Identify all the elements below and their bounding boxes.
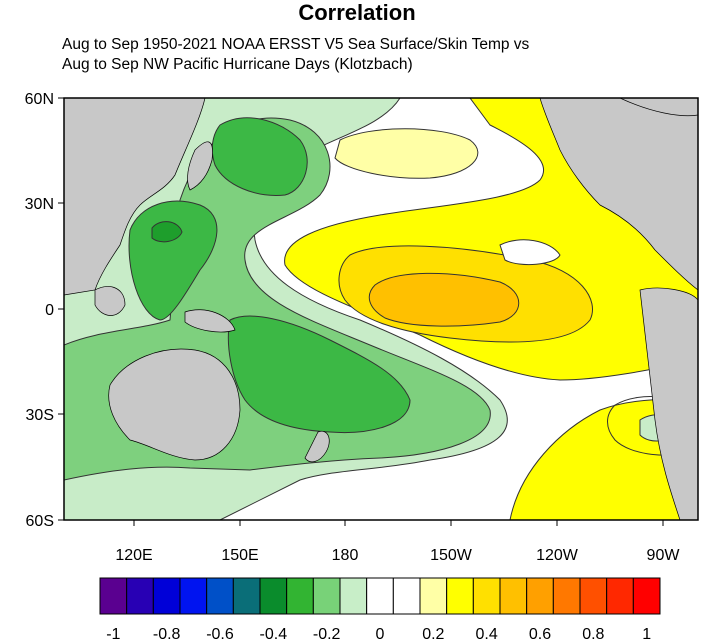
colorbar-tick-label: 0.2	[422, 626, 444, 642]
colorbar-swatch	[259, 577, 288, 615]
map-field	[64, 98, 698, 520]
region-strong-negative-core	[151, 221, 183, 243]
lat-label-60s: 60S	[26, 513, 54, 530]
colorbar-swatch	[392, 577, 421, 615]
colorbar-swatch	[126, 577, 154, 615]
region-positive-3	[368, 272, 520, 327]
land-asia	[64, 98, 206, 296]
colorbar-swatch	[472, 577, 501, 615]
lon-label-150w: 150W	[430, 547, 473, 564]
lon-label-150e: 150E	[221, 547, 258, 564]
colorbar-tick-label: -0.2	[313, 626, 341, 642]
latitude-axis: 60N 30N 0 30S 60S	[25, 91, 64, 530]
colorbar-tick-label: 1	[642, 626, 651, 642]
colorbar-tick-label: 0.8	[582, 626, 604, 642]
colorbar-swatch	[552, 577, 581, 615]
colorbar-swatch	[312, 577, 341, 615]
chart-title: Correlation	[298, 0, 416, 25]
colorbar-swatch	[446, 577, 474, 615]
region-negative-2-north	[211, 117, 308, 196]
colorbar-swatch	[339, 577, 368, 615]
colorbar-labels: -1 -0.8 -0.6 -0.4 -0.2 0 0.2 0.4 0.6 0.8 1	[106, 626, 651, 642]
longitude-axis: 120E 150E 180 150W 120W 90W	[115, 520, 680, 564]
subtitle-line-1: Aug to Sep 1950-2021 NOAA ERSST V5 Sea S…	[62, 36, 530, 53]
land	[64, 98, 698, 520]
lon-label-120w: 120W	[536, 547, 579, 564]
region-weak-positive-north	[334, 128, 479, 179]
colorbar-tick-label: -0.4	[260, 626, 288, 642]
land-north-america	[539, 98, 698, 291]
colorbar-swatch	[499, 577, 528, 615]
lon-label-180: 180	[332, 547, 359, 564]
colorbar-tick-label: 0.6	[529, 626, 551, 642]
land-borneo	[94, 286, 126, 316]
lon-label-90w: 90W	[647, 547, 681, 564]
lon-label-120e: 120E	[115, 547, 152, 564]
colorbar-swatch	[99, 577, 128, 615]
land-japan	[187, 141, 213, 191]
colorbar-swatch	[286, 577, 314, 615]
colorbar-tick-label: -0.8	[153, 626, 181, 642]
land-new-guinea	[184, 309, 236, 333]
land-australia	[108, 348, 241, 461]
lat-label-eq: 0	[45, 302, 54, 319]
colorbar	[99, 577, 661, 615]
colorbar-swatch	[232, 577, 261, 615]
colorbar-tick-label: -1	[106, 626, 120, 642]
colorbar-swatch	[179, 577, 208, 615]
region-negative-2	[128, 200, 218, 321]
lat-label-30s: 30S	[26, 407, 54, 424]
lat-label-30n: 30N	[25, 196, 54, 213]
colorbar-swatch	[366, 577, 394, 615]
colorbar-tick-label: 0.4	[476, 626, 498, 642]
colorbar-swatch	[526, 577, 554, 615]
colorbar-swatch	[206, 577, 234, 615]
subtitle-line-2: Aug to Sep NW Pacific Hurricane Days (Kl…	[62, 56, 413, 73]
region-white-pocket-east	[499, 239, 561, 266]
colorbar-tick-label: -0.6	[206, 626, 234, 642]
colorbar-swatch	[152, 577, 181, 615]
colorbar-swatch	[606, 577, 634, 615]
colorbar-tick-label: 0	[376, 626, 385, 642]
colorbar-swatch	[579, 577, 608, 615]
land-new-zealand	[304, 430, 330, 463]
colorbar-swatch	[632, 577, 661, 615]
land-south-america	[639, 287, 698, 520]
colorbar-swatch	[419, 577, 448, 615]
lat-label-60n: 60N	[25, 91, 54, 108]
region-negative-2-south	[227, 315, 411, 433]
